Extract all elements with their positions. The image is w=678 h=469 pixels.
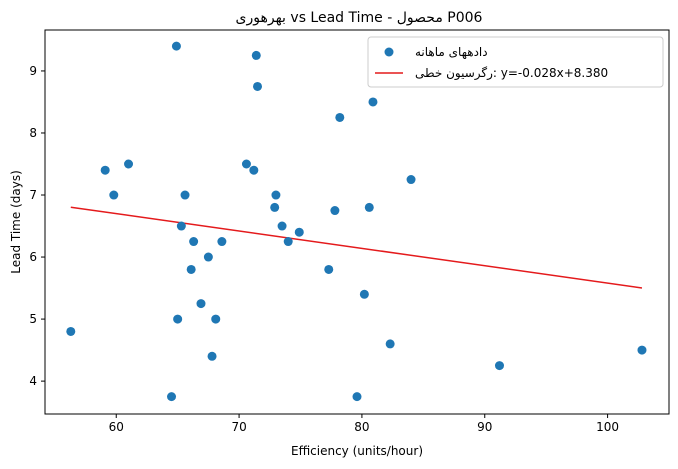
scatter-point bbox=[217, 237, 227, 247]
legend: دادههای ماهانه رگرسیون خطی: y=-0.028x+8.… bbox=[367, 36, 664, 88]
scatter-point bbox=[109, 190, 119, 200]
scatter-point bbox=[189, 237, 199, 247]
y-axis: 4 5 6 7 8 9 bbox=[29, 64, 45, 388]
x-tick-label: 60 bbox=[109, 420, 124, 434]
scatter-point bbox=[283, 237, 293, 247]
scatter-point bbox=[294, 227, 304, 237]
scatter-point bbox=[637, 345, 647, 355]
legend-marker-scatter bbox=[384, 47, 394, 57]
regression-line bbox=[70, 206, 643, 289]
scatter-point bbox=[364, 202, 374, 212]
x-tick-label: 90 bbox=[477, 420, 492, 434]
x-axis-label: Efficiency (units/hour) bbox=[291, 444, 423, 458]
scatter-point bbox=[100, 165, 110, 175]
legend-label-line: رگرسیون خطی: y=-0.028x+8.380 bbox=[415, 66, 608, 81]
scatter-point bbox=[330, 206, 340, 216]
scatter-point bbox=[241, 159, 251, 169]
x-tick-label: 70 bbox=[231, 420, 246, 434]
scatter-point bbox=[203, 252, 213, 262]
x-axis: 60 70 80 90 100 bbox=[109, 414, 619, 434]
y-tick-label: 7 bbox=[29, 188, 37, 202]
legend-box bbox=[367, 36, 664, 88]
scatter-point bbox=[180, 190, 190, 200]
scatter-point bbox=[173, 314, 183, 324]
scatter-point bbox=[249, 165, 259, 175]
y-tick-label: 6 bbox=[29, 250, 37, 264]
scatter-point bbox=[385, 339, 395, 349]
scatter-point bbox=[324, 264, 334, 274]
scatter-point bbox=[186, 264, 196, 274]
y-tick-label: 4 bbox=[29, 374, 37, 388]
scatter-point bbox=[171, 41, 181, 51]
y-tick-label: 8 bbox=[29, 126, 37, 140]
scatter-point bbox=[277, 221, 287, 231]
plot-area bbox=[44, 29, 670, 415]
scatter-point bbox=[494, 361, 504, 371]
scatter-points-layer bbox=[66, 41, 647, 402]
y-tick-label: 9 bbox=[29, 64, 37, 78]
scatter-point bbox=[406, 175, 416, 185]
scatter-point bbox=[211, 314, 221, 324]
chart-title: بهرهوری vs Lead Time - محصول P006 bbox=[236, 10, 483, 26]
scatter-point bbox=[207, 351, 217, 361]
scatter-point bbox=[359, 289, 369, 299]
scatter-point bbox=[167, 392, 177, 402]
scatter-point bbox=[368, 97, 378, 107]
scatter-point bbox=[335, 112, 345, 122]
x-tick-label: 100 bbox=[596, 420, 619, 434]
y-axis-label: Lead Time (days) bbox=[9, 170, 23, 274]
scatter-point bbox=[196, 299, 206, 309]
scatter-point bbox=[352, 392, 362, 402]
scatter-point bbox=[251, 50, 261, 60]
scatter-point bbox=[66, 326, 76, 336]
scatter-point bbox=[271, 190, 281, 200]
scatter-point bbox=[176, 221, 186, 231]
scatter-point bbox=[270, 202, 280, 212]
x-tick-label: 80 bbox=[354, 420, 369, 434]
regression-line-layer bbox=[70, 206, 643, 289]
legend-label-scatter: دادههای ماهانه bbox=[415, 45, 488, 59]
scatter-point bbox=[253, 81, 263, 91]
scatter-point bbox=[124, 159, 134, 169]
y-tick-label: 5 bbox=[29, 312, 37, 326]
